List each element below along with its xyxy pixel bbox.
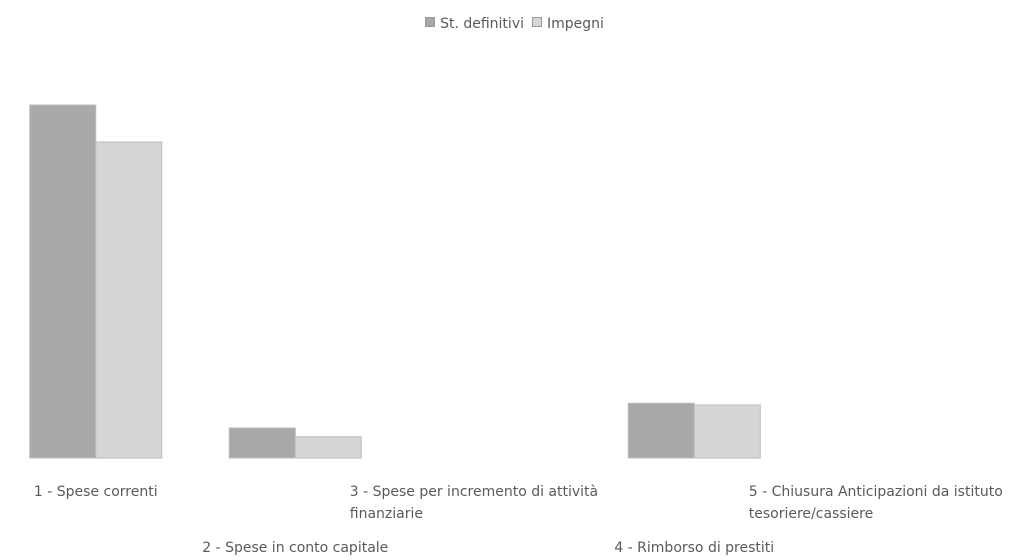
x-tick-label: 3 - Spese per incremento di attività fin… xyxy=(350,481,640,525)
x-tick-label: 4 - Rimborso di prestiti xyxy=(549,537,839,559)
bar xyxy=(693,404,761,459)
x-tick-text: 3 - Spese per incremento di attività fin… xyxy=(349,484,599,522)
bar xyxy=(228,427,296,459)
plot-area xyxy=(29,104,761,459)
bar xyxy=(294,436,362,459)
bar xyxy=(95,141,163,459)
x-tick-text: 1 - Spese correnti xyxy=(33,484,158,500)
legend-item: St. definitivi xyxy=(425,16,524,32)
legend-swatch xyxy=(425,17,436,27)
legend-label: St. definitivi xyxy=(440,16,524,32)
bar xyxy=(29,104,97,459)
x-tick-text: 2 - Spese in conto capitale xyxy=(202,540,389,556)
x-tick-text: 4 - Rimborso di prestiti xyxy=(614,540,775,556)
legend: St. definitivi Impegni xyxy=(0,16,1029,32)
legend-swatch xyxy=(532,17,542,27)
legend-label: Impegni xyxy=(547,16,604,32)
x-tick-label: 1 - Spese correnti xyxy=(0,481,241,503)
x-tick-text: 5 - Chiusura Anticipazioni da istituto t… xyxy=(748,484,1003,522)
x-tick-label: 2 - Spese in conto capitale xyxy=(150,537,440,559)
legend-item: Impegni xyxy=(532,16,604,32)
x-tick-label: 5 - Chiusura Anticipazioni da istituto t… xyxy=(749,481,1029,525)
bar xyxy=(627,402,695,459)
